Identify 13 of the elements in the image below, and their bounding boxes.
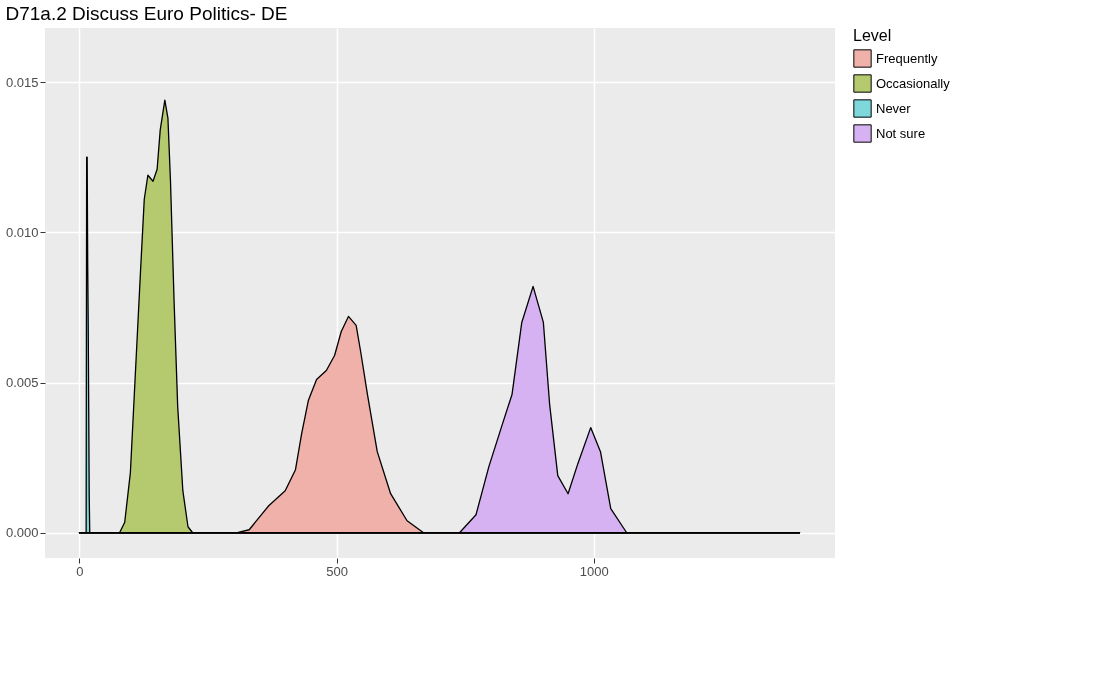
- chart-title: D71a.2 Discuss Euro Politics- DE: [5, 3, 288, 24]
- y-tick-label: 0.015: [5, 74, 39, 90]
- y-tick-label: 0.000: [5, 525, 39, 541]
- x-tick-label: 500: [326, 563, 348, 579]
- y-tick-label: 0.005: [5, 375, 39, 391]
- x-tick-label: 1000: [579, 563, 609, 579]
- legend-title: Level: [853, 27, 892, 44]
- x-tick-label: 0: [76, 563, 84, 579]
- legend-label: Never: [876, 100, 912, 116]
- y-tick-label: 0.010: [5, 224, 39, 240]
- legend-label: Frequently: [876, 50, 938, 66]
- legend-label: Occasionally: [876, 75, 951, 91]
- legend-label: Not sure: [876, 125, 926, 141]
